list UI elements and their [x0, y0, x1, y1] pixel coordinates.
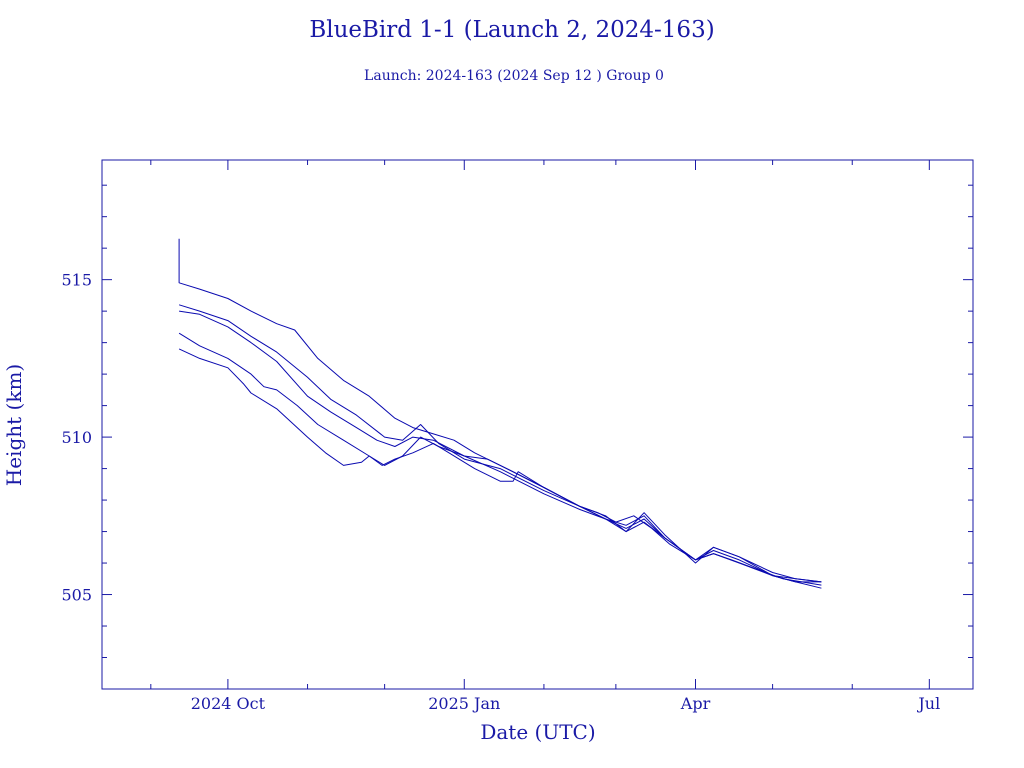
x-tick-label: Jul: [916, 694, 940, 713]
axis-tick-labels: 2024 Oct 2025 Jan Apr Jul 505 510 515: [61, 271, 940, 713]
series-line-2: [178, 304, 822, 583]
x-tick-label: 2025 Jan: [428, 694, 500, 713]
series-line-4: [178, 332, 822, 589]
y-tick-label: 515: [61, 271, 92, 290]
series-line-5: [178, 348, 822, 583]
data-series: [178, 238, 822, 589]
y-tick-label: 505: [61, 586, 92, 605]
series-line-1: [178, 238, 822, 586]
x-axis-label: Date (UTC): [480, 720, 595, 744]
y-axis-label: Height (km): [2, 364, 26, 486]
axis-ticks: [102, 160, 973, 690]
x-tick-label: 2024 Oct: [191, 694, 266, 713]
y-tick-label: 510: [61, 428, 92, 447]
chart-subtitle: Launch: 2024-163 (2024 Sep 12 ) Group 0: [364, 68, 664, 84]
plot-frame: [101, 159, 974, 690]
chart-title: BlueBird 1-1 (Launch 2, 2024-163): [309, 17, 714, 43]
x-tick-label: Apr: [680, 694, 711, 713]
series-line-3: [179, 310, 822, 583]
